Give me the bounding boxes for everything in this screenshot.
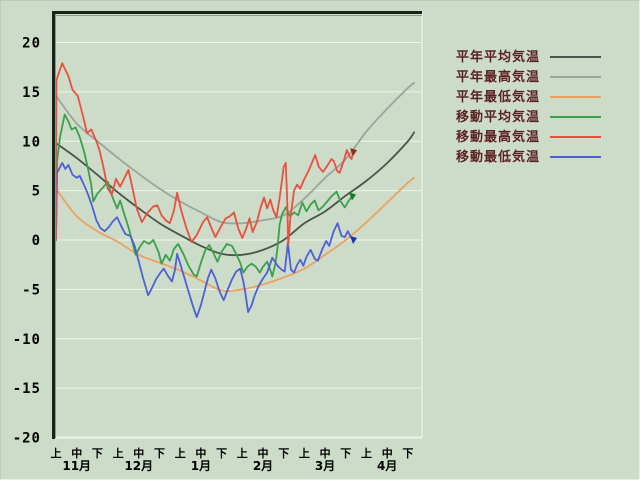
legend-label: 移動最低気温 <box>456 149 540 165</box>
x-dekad-label: 下 <box>154 447 165 460</box>
x-dekad-label: 中 <box>133 446 144 460</box>
series-moving-min <box>55 162 354 318</box>
x-dekad-label: 上 <box>113 446 124 460</box>
x-dekad-label: 中 <box>195 446 206 460</box>
month-label: 3月 <box>315 459 335 473</box>
x-dekad-label: 中 <box>320 446 331 460</box>
y-axis-label: 10 <box>22 134 41 150</box>
series-end-marker-moving-average <box>349 192 357 201</box>
x-dekad-label: 下 <box>216 447 227 460</box>
y-axis-label: -5 <box>22 282 41 298</box>
legend-label: 平年最低気温 <box>456 89 540 105</box>
series-normal-average <box>55 131 416 257</box>
legend-label: 移動最高気温 <box>456 129 540 145</box>
series-end-marker-moving-min <box>350 236 358 244</box>
x-dekad-label: 中 <box>382 446 393 460</box>
y-axis-label: 0 <box>32 233 41 249</box>
y-axis-label: -20 <box>13 431 41 447</box>
x-dekad-label: 上 <box>361 446 372 460</box>
y-axis-label: 15 <box>22 85 41 101</box>
x-dekad-label: 上 <box>237 446 248 460</box>
x-dekad-label: 上 <box>175 446 186 460</box>
x-dekad-label: 中 <box>71 446 82 460</box>
legend-label: 移動平均気温 <box>456 109 540 125</box>
x-dekad-label: 下 <box>402 447 413 460</box>
y-axis-label: -10 <box>13 332 41 348</box>
x-dekad-label: 中 <box>258 446 269 460</box>
y-axis-label: 20 <box>22 36 41 52</box>
series-group <box>55 62 416 318</box>
series-normal-max <box>55 82 416 225</box>
month-label: 11月 <box>62 459 91 473</box>
month-label: 2月 <box>253 459 273 473</box>
x-dekad-label: 下 <box>278 447 289 460</box>
month-label: 12月 <box>124 459 153 473</box>
month-label: 4月 <box>377 459 397 473</box>
series-normal-min <box>55 176 416 292</box>
x-dekad-label: 上 <box>299 446 310 460</box>
x-dekad-label: 下 <box>340 447 351 460</box>
series-end-marker-moving-max <box>350 148 358 157</box>
x-dekad-label: 下 <box>92 447 103 460</box>
y-axis-label: -15 <box>13 381 41 397</box>
series-moving-max <box>55 62 354 246</box>
legend-label: 平年最高気温 <box>456 69 540 85</box>
series-moving-average <box>55 113 353 278</box>
frame-left <box>52 11 55 439</box>
x-dekad-label: 上 <box>51 446 62 460</box>
month-label: 1月 <box>191 459 211 473</box>
frame-top <box>52 11 422 14</box>
legend-label: 平年平均気温 <box>456 49 540 65</box>
y-axis-label: 5 <box>32 184 41 200</box>
